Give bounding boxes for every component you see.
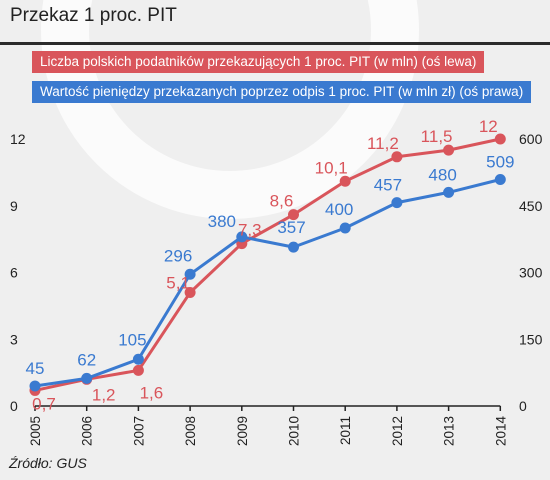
legend-series-red: Liczba polskich podatników przekazującyc…	[32, 51, 485, 73]
y-left-tick-label: 3	[10, 331, 18, 347]
data-point	[288, 209, 299, 221]
x-tick-label: 2012	[390, 416, 405, 446]
data-label: 105	[118, 330, 146, 349]
data-label: 357	[277, 218, 305, 237]
x-tick-label: 2013	[442, 416, 457, 446]
data-label: 509	[486, 152, 514, 171]
series-line-red	[34, 137, 501, 392]
y-left-tick-label: 9	[10, 198, 18, 214]
data-label: 400	[325, 200, 353, 219]
data-label: 11,2	[367, 134, 399, 153]
data-label: 296	[164, 246, 192, 265]
data-point	[184, 268, 196, 280]
x-tick-label: 2006	[80, 416, 95, 446]
data-point	[391, 197, 403, 209]
data-label: 45	[26, 359, 45, 378]
data-point	[29, 380, 41, 392]
data-label: 457	[374, 176, 402, 195]
data-point	[184, 287, 196, 299]
data-label: 10,1	[315, 158, 348, 177]
data-point	[81, 372, 93, 384]
x-tick-label: 2014	[493, 416, 508, 447]
data-label: 0,7	[32, 394, 56, 413]
data-label: 1,2	[92, 385, 116, 404]
data-point	[339, 175, 351, 187]
y-right-tick-label: 600	[519, 131, 543, 147]
data-label: 1,6	[140, 383, 164, 402]
y-left-tick-label: 12	[10, 131, 26, 147]
data-point	[132, 353, 144, 365]
data-point	[443, 186, 455, 198]
chart-title: Przekaz 1 proc. PIT	[10, 5, 177, 26]
x-tick-label: 2010	[287, 416, 302, 446]
data-point	[494, 133, 506, 145]
source-note: Źródło: GUS	[9, 455, 87, 471]
title-divider	[0, 42, 550, 45]
x-tick-label: 2009	[235, 416, 250, 446]
data-label: 380	[208, 212, 236, 231]
data-point	[391, 151, 403, 163]
data-label: 11,5	[421, 127, 453, 146]
x-tick-label: 2005	[28, 416, 43, 446]
watermark-ring	[41, 0, 419, 219]
data-label: 8,6	[270, 192, 294, 211]
y-left-tick-label: 0	[10, 398, 18, 414]
x-tick-label: 2011	[338, 416, 353, 445]
data-point	[339, 222, 351, 234]
x-tick-label: 2008	[183, 416, 198, 446]
y-right-tick-label: 0	[519, 398, 527, 414]
data-point	[494, 173, 506, 185]
data-label: 7,3	[238, 221, 262, 240]
data-point	[132, 364, 144, 376]
y-right-tick-label: 150	[519, 331, 543, 347]
data-label: 480	[428, 165, 456, 184]
data-point	[443, 144, 455, 156]
x-tick-label: 2007	[131, 416, 146, 446]
data-point	[288, 241, 299, 253]
legend-series-blue: Wartość pieniędzy przekazanych poprzez o…	[32, 81, 532, 103]
y-right-tick-label: 450	[519, 198, 543, 214]
data-label: 62	[77, 350, 96, 369]
data-label: 12	[479, 117, 498, 136]
y-right-tick-label: 300	[519, 265, 543, 281]
y-left-tick-label: 6	[10, 265, 18, 281]
data-label: 5,1	[166, 274, 190, 293]
series-line-blue	[34, 178, 501, 388]
data-point	[236, 231, 248, 243]
